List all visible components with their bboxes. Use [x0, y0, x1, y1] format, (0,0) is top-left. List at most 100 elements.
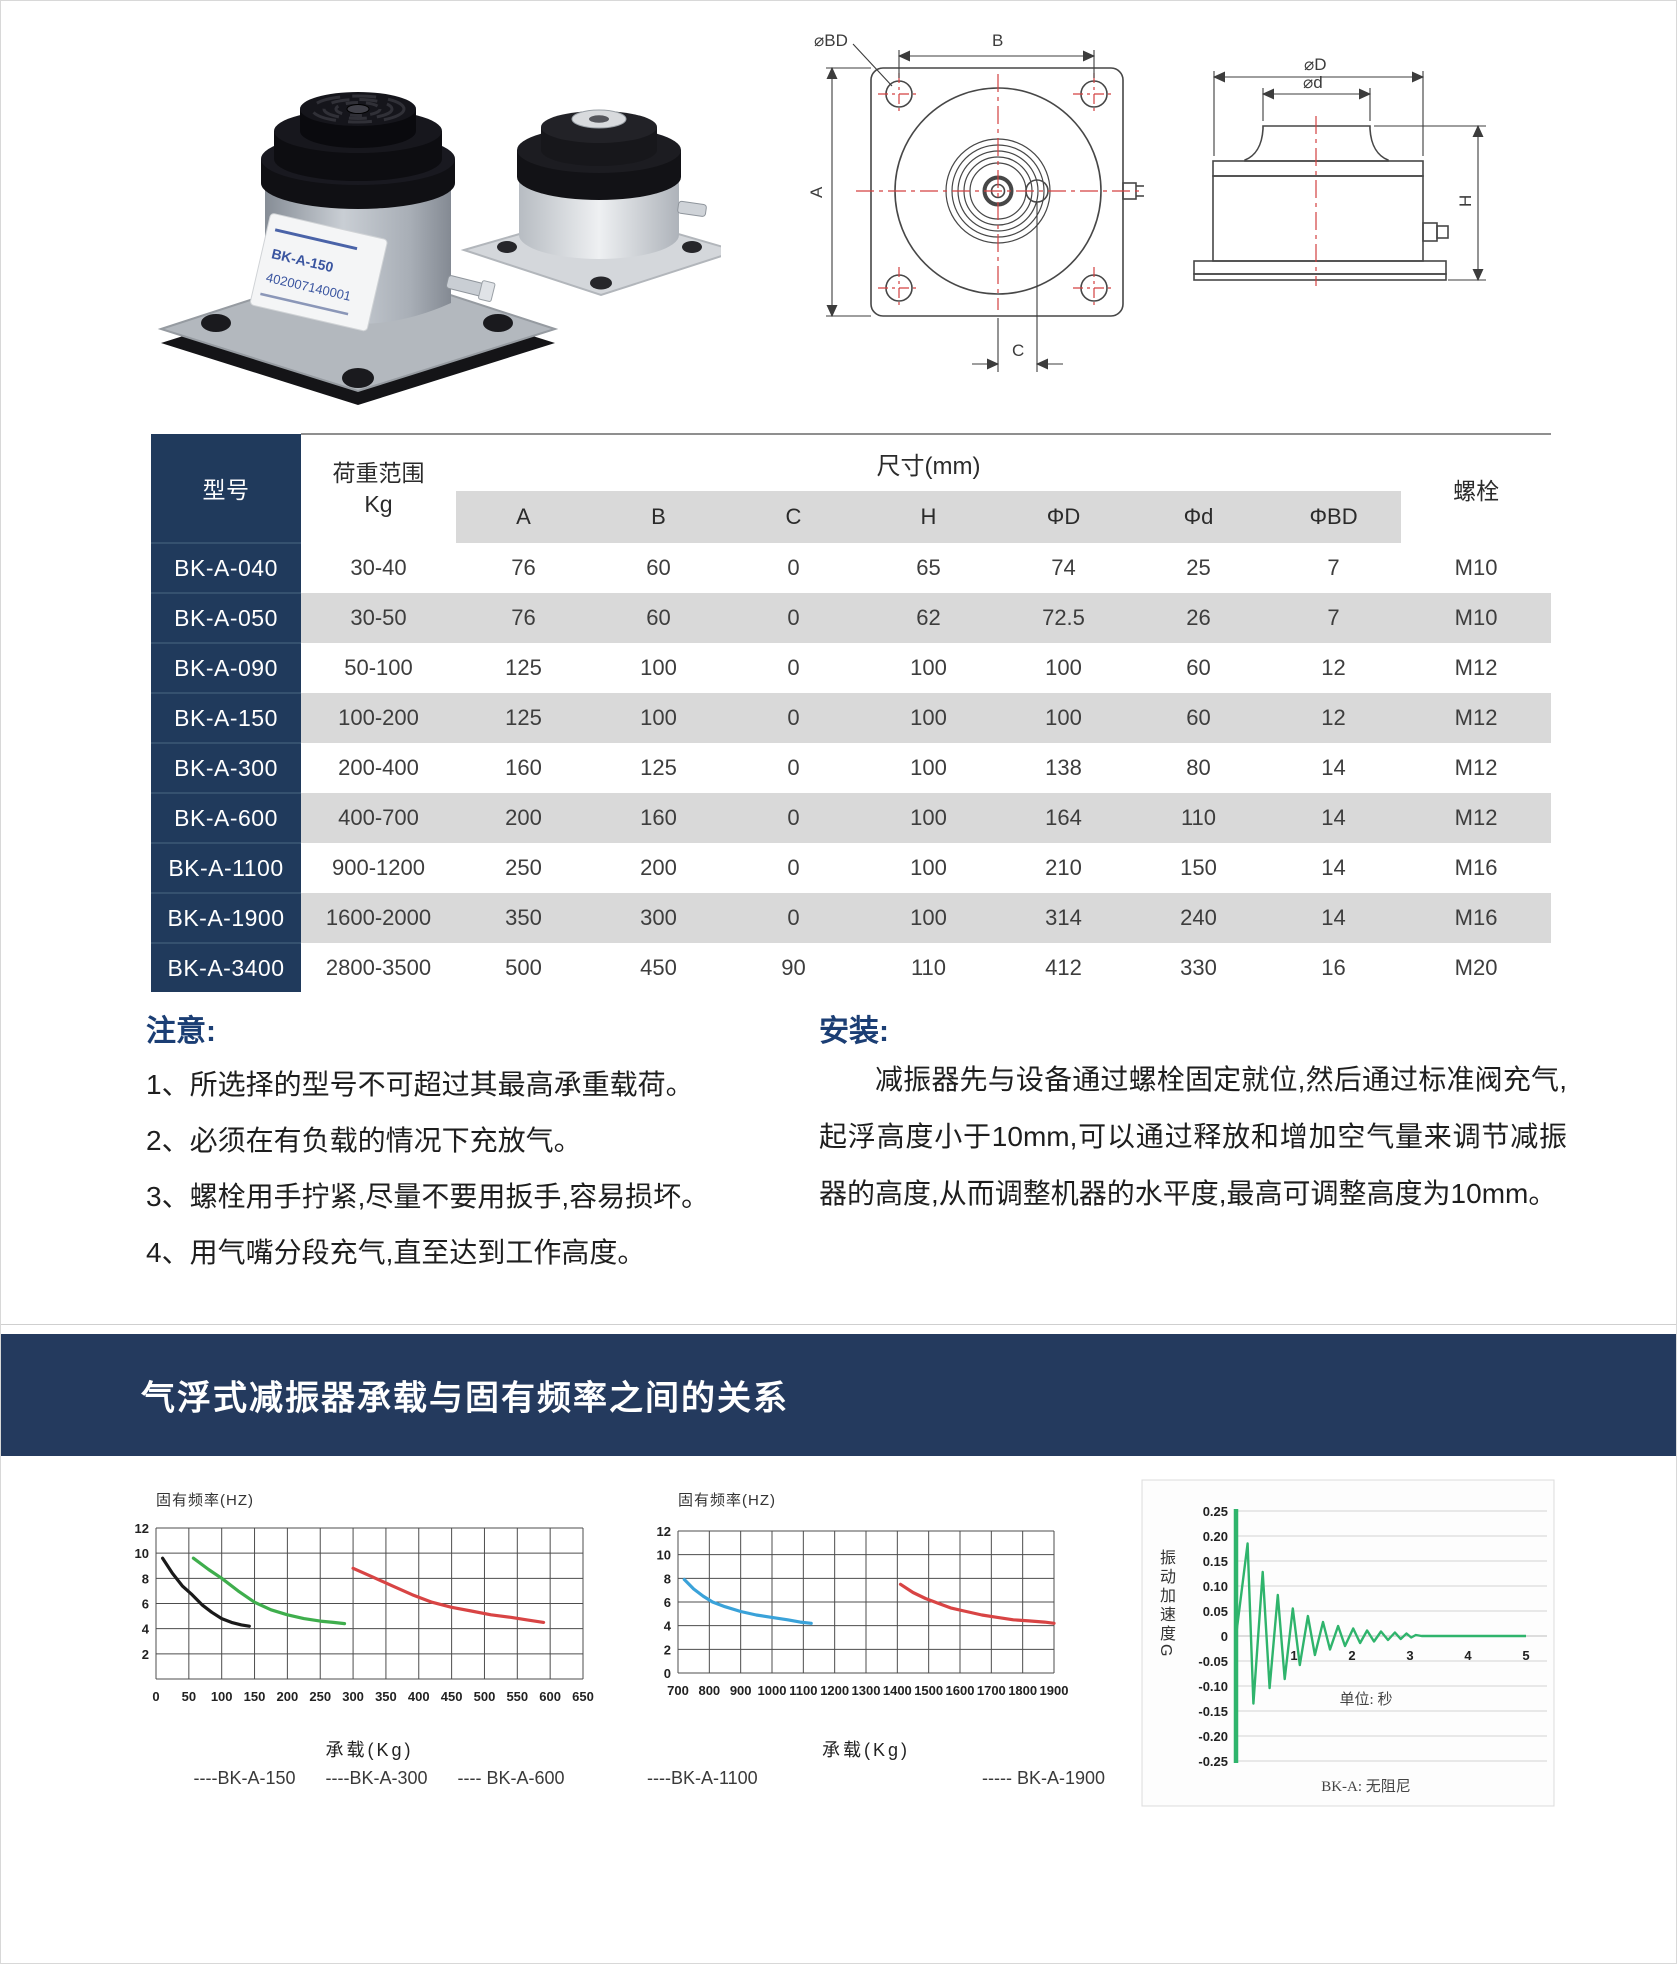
dim-cell-H: 100: [910, 655, 947, 680]
svg-text:-0.10: -0.10: [1198, 1679, 1228, 1694]
dim-cell-H: 100: [910, 855, 947, 880]
svg-text:600: 600: [539, 1689, 561, 1704]
legend-item: ----- BK-A-1900: [981, 1768, 1105, 1788]
load-cell: 400-700: [301, 793, 456, 843]
load-cell: 200-400: [338, 755, 419, 780]
bolt-cell: M12: [1454, 755, 1498, 780]
dim-cell-C: 0: [787, 655, 800, 680]
svg-text:6: 6: [664, 1595, 671, 1610]
table-row: BK-A-1100 900-1200 250 200 0 100 210 150 14 M16: [151, 843, 1551, 894]
model-cell: BK-A-3400: [151, 943, 301, 992]
table-row: BK-A-300 200-400 160 125 0 100 138 80 14 M12: [151, 743, 1551, 794]
dim-c-label: C: [1012, 341, 1024, 360]
dim-cell-H: 65: [916, 555, 941, 580]
dim-cell-ΦBD: 14: [1321, 755, 1346, 780]
banner: 气浮式减振器承载与固有频率之间的关系: [1, 1334, 1676, 1456]
svg-text:12: 12: [657, 1524, 671, 1539]
svg-text:500: 500: [474, 1689, 496, 1704]
table-row: BK-A-1900 1600-2000 350 300 0 100 314 240 14 M16: [151, 893, 1552, 944]
notice-item: 2、必须在有负载的情况下充放气。: [146, 1125, 582, 1156]
load-cell: 30-40: [350, 555, 407, 580]
svg-text:250: 250: [309, 1689, 331, 1704]
svg-text:10: 10: [135, 1546, 149, 1561]
col-header-model: 型号: [151, 434, 301, 544]
legend-item: ---- BK-A-600: [457, 1768, 565, 1788]
dim-cell-A: 200: [456, 793, 591, 843]
chart3-caption: BK-A: 无阻尼: [1321, 1778, 1411, 1795]
spec-table-body: BK-A-040 30-40 76 60 0 65 74 25 7 M10 BK-A-050 30-5…: [151, 543, 1552, 992]
dim-h-label: H: [1456, 195, 1475, 207]
dim-cell-ΦD: 314: [996, 893, 1131, 943]
dim-cell-B: 200: [640, 855, 677, 880]
banner-title: 气浮式减振器承载与固有频率之间的关系: [141, 1379, 789, 1418]
svg-text:1700: 1700: [977, 1683, 1006, 1698]
table-row: BK-A-3400 2800-3500 500 450 90 110 412 330 16 M20: [151, 943, 1551, 992]
model-cell: BK-A-300: [151, 743, 301, 794]
legend-item: ----BK-A-150: [193, 1768, 296, 1788]
col-header-size: 尺寸(mm): [456, 433, 1402, 491]
chart2-title: 固有频率(HZ): [678, 1492, 776, 1509]
model-cell: BK-A-040: [151, 543, 301, 594]
section-divider: [1, 1324, 1676, 1325]
dim-cell-A: 350: [456, 893, 591, 943]
table-row: BK-A-050 30-50 76 60 0 62 72.5 26 7 M10: [151, 593, 1552, 644]
dim-cell-A: 125: [456, 693, 591, 743]
dim-cell-B: 125: [640, 755, 677, 780]
product-photo: BK-A-150 402007140001: [157, 92, 721, 405]
model-cell: BK-A-1100: [151, 843, 301, 894]
dim-cell-ΦD: 74: [1051, 555, 1076, 580]
notice-title: 注意:: [146, 1015, 216, 1048]
dim-cell-ΦBD: 12: [1321, 655, 1346, 680]
dim-cell-C: 0: [787, 855, 800, 880]
dim-D-label: ⌀D: [1304, 55, 1327, 74]
svg-text:300: 300: [342, 1689, 364, 1704]
notice-list: 1、所选择的型号不可超过其最高承重载荷。 2、必须在有负载的情况下充放气。 3、…: [146, 1057, 826, 1281]
svg-text:2: 2: [1348, 1648, 1355, 1663]
bolt-cell: M16: [1401, 893, 1552, 943]
dim-cell-Φd: 80: [1186, 755, 1211, 780]
chart3-plot: 0.25 0.20 0.15 0.10 0.05 0 -0.05 -0.10 -0.15 -0.2…: [1141, 1479, 1555, 1807]
dim-cell-C: 0: [726, 893, 861, 943]
dim-cell-Φd: 60: [1186, 655, 1211, 680]
dim-cell-C: 0: [726, 793, 861, 843]
svg-text:12: 12: [135, 1521, 149, 1536]
svg-text:450: 450: [441, 1689, 463, 1704]
svg-text:1400: 1400: [883, 1683, 912, 1698]
dim-cell-Φd: 25: [1186, 555, 1211, 580]
svg-text:0.05: 0.05: [1203, 1604, 1228, 1619]
svg-text:4: 4: [664, 1619, 672, 1634]
svg-text:-0.15: -0.15: [1198, 1704, 1228, 1719]
col-header-H: H: [861, 491, 996, 543]
dim-cell-B: 60: [591, 593, 726, 643]
table-row: BK-A-090 50-100 125 100 0 100 100 60 12 M12: [151, 643, 1551, 694]
legend-item: ----BK-A-1100: [647, 1768, 758, 1788]
svg-text:-0.20: -0.20: [1198, 1729, 1228, 1744]
valve-nozzle: [445, 275, 496, 302]
svg-text:8: 8: [664, 1571, 671, 1586]
chart3-unit-label: 单位: 秒: [1340, 1691, 1393, 1708]
damper-photo-large: BK-A-150 402007140001: [157, 92, 559, 405]
svg-text:8: 8: [142, 1571, 149, 1586]
dim-bd-label: ⌀BD: [814, 31, 848, 50]
model-cell: BK-A-090: [151, 643, 301, 694]
bolt-cell: M20: [1454, 954, 1498, 980]
dim-cell-H: 100: [861, 793, 996, 843]
dim-a-label: A: [807, 186, 826, 198]
dim-cell-B: 60: [646, 555, 671, 580]
svg-text:800: 800: [698, 1683, 720, 1698]
dim-cell-C: 0: [787, 755, 800, 780]
damper-photo-small: [460, 109, 721, 297]
svg-text:1800: 1800: [1008, 1683, 1037, 1698]
dim-cell-C: 0: [726, 693, 861, 743]
model-cell: BK-A-600: [151, 793, 301, 844]
dim-cell-ΦBD: 12: [1266, 693, 1402, 743]
drawing-side-view: ⌀D ⌀d H: [1193, 55, 1486, 286]
legend-item: ----BK-A-300: [325, 1768, 428, 1788]
model-cell: BK-A-150: [151, 693, 301, 744]
bolt-cell: M16: [1454, 855, 1498, 880]
install-title: 安装:: [819, 1015, 889, 1048]
svg-text:0.20: 0.20: [1203, 1529, 1228, 1544]
dim-cell-A: 250: [505, 855, 542, 880]
chart1-xlabel: 承载(Kg): [325, 1740, 414, 1760]
